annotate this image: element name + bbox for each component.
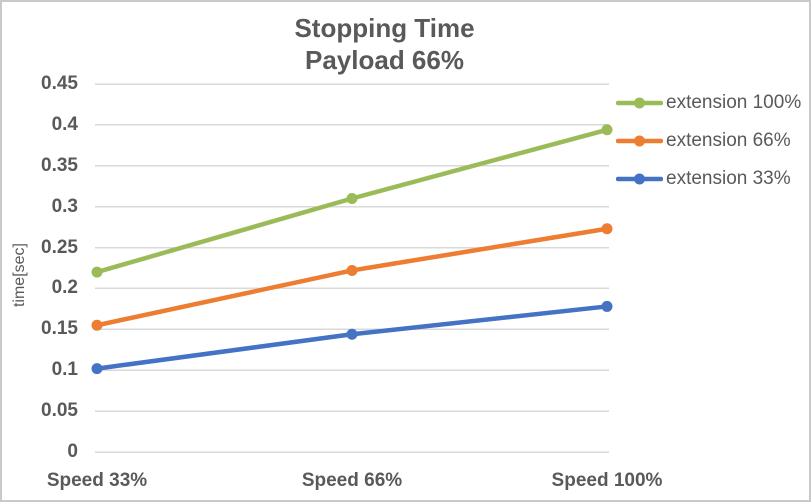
chart-title-line2: Payload 66% bbox=[305, 45, 464, 75]
x-category-label: Speed 66% bbox=[301, 470, 403, 491]
y-tick-label: 0.45 bbox=[41, 73, 78, 94]
data-point bbox=[91, 266, 103, 278]
data-point bbox=[601, 223, 613, 235]
y-tick-label: 0.1 bbox=[51, 359, 78, 381]
y-tick-label: 0.4 bbox=[51, 113, 78, 135]
y-tick-label: 0 bbox=[67, 441, 78, 462]
legend-item: extension 100% bbox=[616, 90, 801, 116]
legend-line-marker-icon bbox=[616, 173, 663, 185]
y-tick-label: 0.2 bbox=[51, 277, 78, 299]
legend-label: extension 100% bbox=[666, 92, 802, 113]
chart-title: Stopping Time Payload 66% bbox=[2, 12, 767, 76]
y-tick-label: 0.35 bbox=[41, 154, 78, 176]
legend-line-marker-icon bbox=[616, 97, 663, 109]
y-tick-label: 0.05 bbox=[41, 400, 78, 422]
chart-title-line1: Stopping Time bbox=[294, 13, 475, 43]
data-point bbox=[346, 328, 358, 340]
data-point bbox=[601, 300, 613, 312]
x-category-label: Speed 33% bbox=[46, 470, 148, 491]
x-category-label: Speed 100% bbox=[551, 470, 663, 491]
legend-label: extension 33% bbox=[666, 168, 791, 189]
series-line-extension-66- bbox=[94, 226, 610, 328]
y-tick-label: 0.3 bbox=[51, 195, 78, 217]
data-point bbox=[91, 319, 103, 331]
y-tick-label: 0.25 bbox=[41, 236, 78, 258]
legend-line-marker-icon bbox=[616, 135, 663, 147]
data-point bbox=[346, 192, 358, 204]
data-point bbox=[601, 124, 613, 136]
data-point bbox=[346, 264, 358, 276]
y-tick-label: 0.15 bbox=[41, 318, 78, 340]
legend-label: extension 66% bbox=[666, 130, 791, 151]
data-point bbox=[91, 363, 103, 375]
legend-item: extension 66% bbox=[616, 128, 791, 154]
legend-item: extension 33% bbox=[616, 166, 791, 192]
